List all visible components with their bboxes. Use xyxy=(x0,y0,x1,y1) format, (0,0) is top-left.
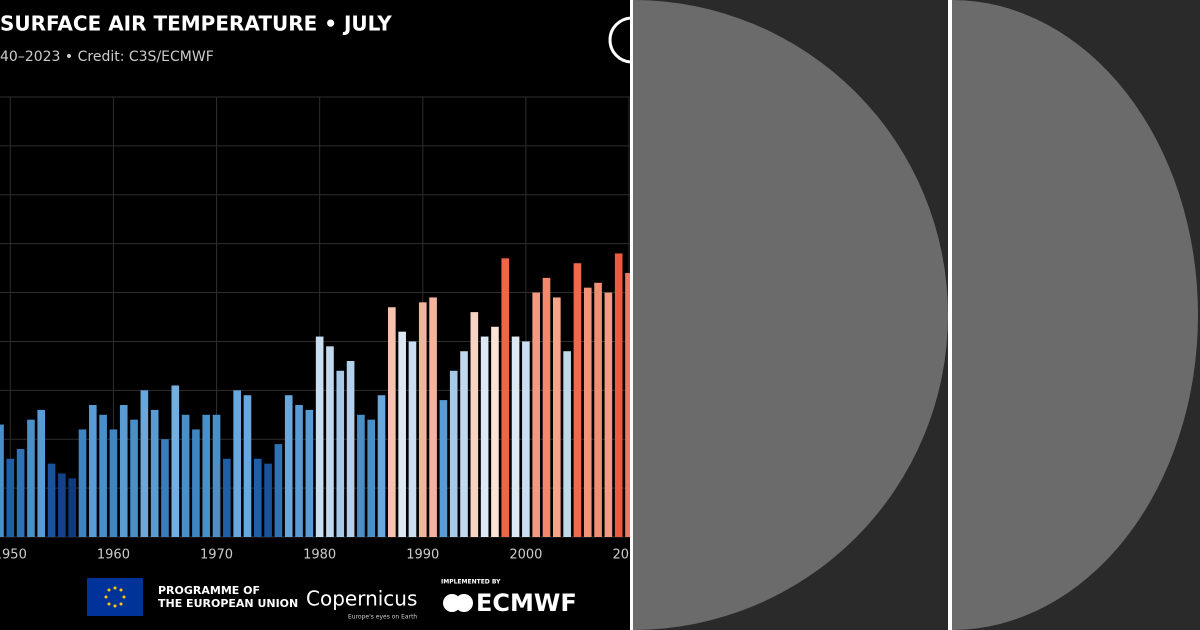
footer-text: PROGRAMME OF xyxy=(158,584,260,597)
chart-subtitle: 40–2023 • Credit: C3S/ECMWF xyxy=(0,49,214,65)
bar xyxy=(522,341,530,537)
ecmwf-text: ECMWF xyxy=(476,589,577,617)
bar xyxy=(377,395,386,537)
bar xyxy=(408,341,417,537)
x-tick-label: 1960 xyxy=(97,548,130,563)
bar xyxy=(16,449,25,537)
bar xyxy=(99,414,107,537)
bar xyxy=(449,370,458,537)
bar xyxy=(243,395,252,537)
bar xyxy=(47,463,56,537)
bar xyxy=(88,405,97,537)
bar xyxy=(119,405,128,537)
x-tick-label: 1980 xyxy=(303,548,336,563)
bar xyxy=(295,405,303,537)
bar xyxy=(491,326,499,537)
x-tick-label: 1990 xyxy=(406,548,439,563)
bar xyxy=(233,390,241,537)
bar xyxy=(418,302,427,537)
chart-title: SURFACE AIR TEMPERATURE • JULY xyxy=(0,12,392,36)
chart: 1950 1960 1970 1980 1990 2000 2010 SURFACE AIR… xyxy=(0,0,630,630)
bar xyxy=(470,312,479,537)
bar xyxy=(161,439,169,537)
x-tick-label: 2010 xyxy=(612,548,630,563)
bar xyxy=(511,336,520,537)
bar xyxy=(573,263,582,537)
x-tick-label: 1950 xyxy=(0,548,27,563)
bar xyxy=(429,297,437,537)
bar xyxy=(78,429,87,537)
bar xyxy=(480,336,489,537)
bar xyxy=(346,361,355,537)
plot: 1950 1960 1970 1980 1990 2000 2010 xyxy=(0,96,630,563)
bar xyxy=(192,429,200,537)
ecmwf-logo xyxy=(455,594,473,612)
bar xyxy=(367,419,376,537)
bar xyxy=(274,444,283,537)
bar xyxy=(284,395,293,537)
bar xyxy=(0,424,4,537)
bar xyxy=(150,409,159,537)
bar xyxy=(439,400,448,537)
bar xyxy=(583,287,592,537)
x-tick-label: 1970 xyxy=(200,548,233,563)
bar xyxy=(315,336,324,537)
bar xyxy=(27,419,35,537)
divider xyxy=(630,0,633,630)
implemented-by: IMPLEMENTED BY xyxy=(441,579,501,586)
bar xyxy=(171,385,180,537)
bar xyxy=(305,409,314,537)
eu-stars xyxy=(104,586,126,608)
bar xyxy=(501,258,510,537)
bar xyxy=(326,346,334,537)
bar xyxy=(212,414,221,537)
bar xyxy=(357,414,365,537)
bar xyxy=(58,473,66,537)
bar xyxy=(398,331,406,537)
bar xyxy=(388,307,396,537)
bar xyxy=(37,409,46,537)
bar xyxy=(109,429,118,537)
copernicus-tagline: Europe's eyes on Earth xyxy=(348,614,417,621)
bar xyxy=(460,351,468,537)
bar xyxy=(542,277,551,537)
placeholder xyxy=(633,0,948,630)
eu-flag xyxy=(87,578,143,616)
bar xyxy=(625,273,630,537)
bar xyxy=(532,292,541,537)
bar xyxy=(6,458,15,537)
bar xyxy=(253,458,262,537)
bar xyxy=(140,390,149,537)
divider xyxy=(948,0,952,630)
bar xyxy=(130,419,138,537)
bar xyxy=(604,292,613,537)
bar xyxy=(614,253,623,537)
image-panel xyxy=(952,0,1200,630)
bar xyxy=(264,463,272,537)
bar xyxy=(594,282,602,537)
bar xyxy=(202,414,211,537)
bar xyxy=(181,414,190,537)
bar xyxy=(563,351,571,537)
bar xyxy=(336,370,345,537)
bar xyxy=(223,458,231,537)
footer-text: THE EUROPEAN UNION xyxy=(158,597,298,610)
image-panel xyxy=(633,0,948,630)
placeholder xyxy=(952,0,1198,630)
bar xyxy=(68,478,76,537)
copernicus-logo: Copernicus xyxy=(306,587,417,611)
logo-mark xyxy=(608,16,630,64)
x-tick-label: 2000 xyxy=(509,548,542,563)
bar xyxy=(553,297,561,537)
